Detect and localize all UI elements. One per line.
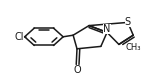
Text: O: O	[73, 65, 81, 75]
Text: N: N	[103, 24, 111, 34]
Text: Cl: Cl	[14, 32, 24, 42]
Text: CH₃: CH₃	[125, 44, 141, 52]
Text: S: S	[125, 17, 131, 27]
